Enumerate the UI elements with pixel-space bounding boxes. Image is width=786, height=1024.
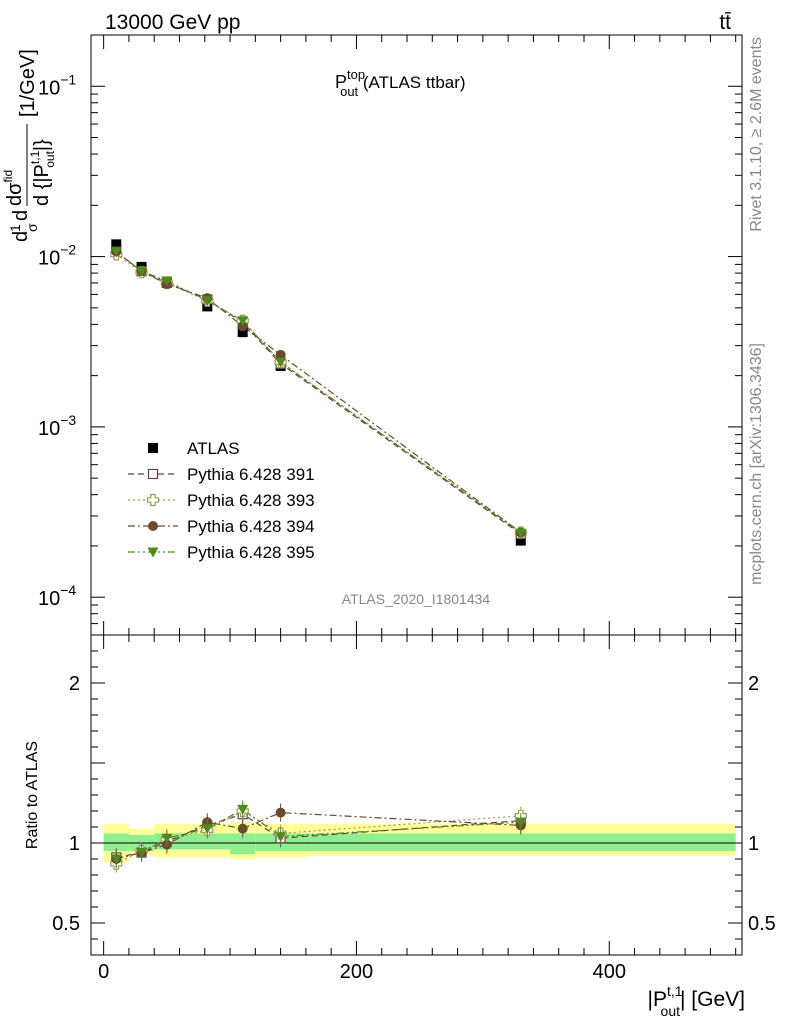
- legend-marker: [147, 468, 159, 480]
- main-axis-ticks: [91, 34, 742, 636]
- ratio-data-point: [237, 823, 248, 834]
- ratio-y-axis-label: Ratio to ATLAS: [24, 741, 41, 849]
- series-line-1: [115, 251, 522, 535]
- legend-entry-label: Pythia 6.428 395: [187, 543, 315, 562]
- data-point: [275, 357, 287, 368]
- legend-entry-label: Pythia 6.428 391: [187, 465, 315, 484]
- svg-text:d {|Pt,1out|}: d {|Pt,1out|}: [28, 139, 57, 206]
- svg-text:d: d: [10, 210, 32, 221]
- ratio-y-tick-label-right: 1: [748, 833, 759, 855]
- plot-title: Ptop out (ATLAS ttbar): [335, 67, 466, 99]
- ratio-axis-ticks: [91, 634, 742, 955]
- svg-text:d: d: [10, 231, 32, 242]
- legend-entry-label: ATLAS: [187, 439, 240, 458]
- data-point: [201, 296, 213, 307]
- main-series-markers: [110, 239, 527, 546]
- data-point: [136, 266, 148, 277]
- y-tick-label: 10−2: [38, 242, 76, 270]
- ratio-data-point: [237, 804, 249, 815]
- svg-text:[1/GeV]: [1/GeV]: [17, 49, 39, 117]
- main-y-axis-label: d 1 σ d dσfid d {|Pt,1out|} [1/GeV]: [1, 49, 57, 242]
- x-axis-label: |Pt,1 out| [GeV]: [648, 983, 746, 1019]
- y-tick-label: 10−4: [38, 582, 76, 610]
- ratio-y-tick-label: 2: [69, 673, 80, 695]
- ratio-y-tick-label-right: 0.5: [748, 913, 776, 935]
- y-tick-label: 10−3: [38, 412, 76, 440]
- ratio-y-tick-label: 1: [69, 833, 80, 855]
- main-plot-panel: 10−1 10−2 10−3 10−4 Ptop out (ATLAS ttbar) A…: [1, 34, 743, 636]
- data-point: [275, 349, 286, 360]
- y-tick-label: 10−1: [38, 71, 76, 99]
- ratio-y-tick-labels: 0.5 0.5 1 1 2 2: [52, 673, 776, 935]
- legend-marker: [148, 443, 158, 453]
- legend: ATLAS Pythia 6.428 391 Pythia 6.428 393 Pyt…: [128, 439, 315, 562]
- svg-text:σ: σ: [24, 223, 40, 232]
- data-point: [237, 316, 249, 327]
- legend-entry-label: Pythia 6.428 394: [187, 517, 315, 536]
- green-band-segment: [179, 833, 231, 850]
- process-label: tt̄: [719, 11, 731, 34]
- data-point: [515, 535, 526, 546]
- x-tick-labels: 0 200 400: [98, 961, 626, 983]
- x-tick-label: 200: [340, 961, 373, 983]
- ratio-y-tick-label: 0.5: [52, 913, 80, 935]
- data-point: [237, 327, 248, 338]
- data-point: [515, 528, 527, 539]
- ratio-data-point: [275, 832, 287, 843]
- ratio-data-point: [515, 817, 527, 828]
- green-band-segment: [305, 833, 736, 851]
- svg-text:1: 1: [7, 224, 23, 232]
- data-point: [111, 239, 122, 250]
- green-band-segment: [103, 833, 129, 851]
- rivet-version-label: Rivet 3.1.10, ≥ 2.6M events: [748, 37, 765, 232]
- ratio-data-point: [110, 854, 122, 865]
- ratio-data-point: [136, 848, 148, 859]
- ratio-plot-frame: [90, 634, 743, 956]
- ratio-y-tick-label-right: 2: [748, 673, 759, 695]
- legend-entry-label: Pythia 6.428 393: [187, 491, 315, 510]
- legend-marker: [146, 493, 160, 507]
- svg-text:dσfid: dσfid: [1, 170, 26, 206]
- green-band-segment: [230, 833, 256, 855]
- ratio-data-point: [161, 833, 173, 844]
- main-y-tick-labels: 10−1 10−2 10−3 10−4: [38, 71, 76, 610]
- energy-label: 13000 GeV pp: [105, 11, 240, 34]
- ratio-plot-panel: 0.5 0.5 1 1 2 2 0 200 400 Ratio to ATLAS |Pt,1 o…: [24, 634, 776, 1019]
- x-tick-label: 0: [98, 961, 109, 983]
- legend-marker: [147, 547, 159, 558]
- data-point: [110, 247, 122, 258]
- data-point: [161, 276, 173, 287]
- legend-marker: [148, 521, 158, 531]
- ratio-data-point: [275, 807, 286, 818]
- ratio-data-point: [201, 824, 213, 835]
- analysis-watermark: ATLAS_2020_I1801434: [342, 591, 491, 607]
- ratio-series-markers: [110, 800, 527, 873]
- main-series-lines: [115, 251, 522, 535]
- x-tick-label: 400: [593, 961, 626, 983]
- mcplots-label: mcplots.cern.ch [arXiv:1306.3436]: [748, 343, 765, 585]
